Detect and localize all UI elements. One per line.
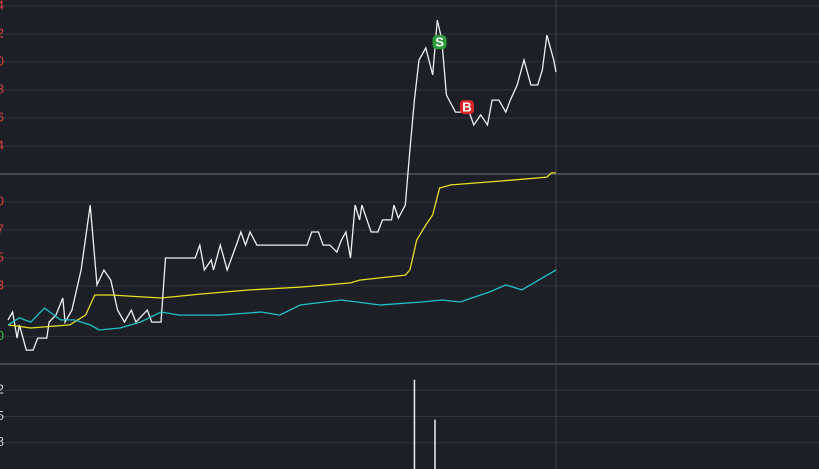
- y-tick-label: 0: [0, 328, 4, 343]
- series-line: [7, 19, 557, 351]
- y-tick-label: 6: [0, 109, 4, 124]
- y2-tick-label: 5: [0, 408, 4, 423]
- trade-marker-label: S: [435, 35, 444, 50]
- series-line: [7, 172, 556, 329]
- y-tick-label: 0: [0, 193, 4, 208]
- volume-bar: [434, 419, 436, 469]
- y2-tick-label: 8: [0, 434, 4, 449]
- trade-marker-label: B: [462, 100, 471, 115]
- y-tick-label: 2: [0, 25, 4, 40]
- y-tick-label: 0: [0, 53, 4, 68]
- y-tick-label: 5: [0, 249, 4, 264]
- y-tick-label: 4: [0, 0, 4, 12]
- y2-tick-label: 2: [0, 382, 4, 397]
- y-tick-label: 8: [0, 81, 4, 96]
- series-line: [7, 269, 557, 331]
- volume-bar: [413, 379, 416, 469]
- y-tick-label: 4: [0, 137, 4, 152]
- y-tick-label: 3: [0, 277, 4, 292]
- y-tick-label: 7: [0, 221, 4, 236]
- trade-marker: [459, 100, 474, 115]
- trade-marker: [432, 35, 447, 50]
